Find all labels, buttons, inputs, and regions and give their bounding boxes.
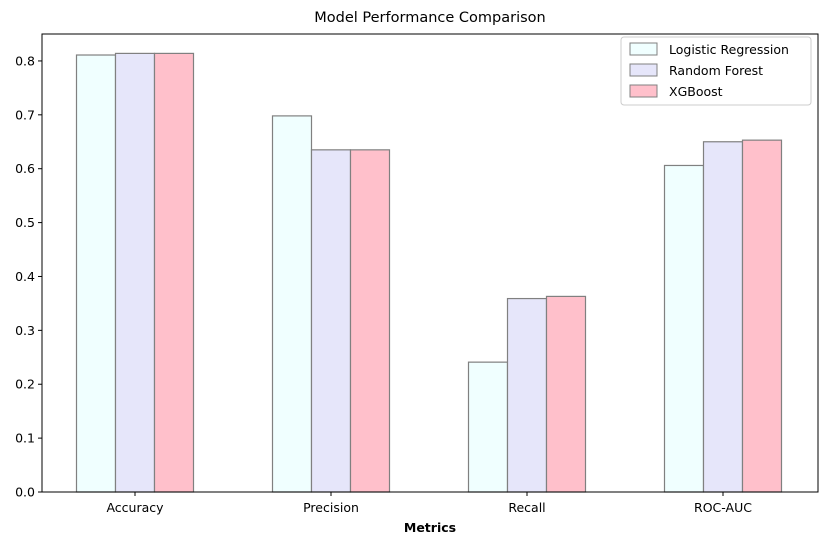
x-tick-label: Precision <box>303 500 359 515</box>
y-axis: 0.0 0.1 0.2 0.3 0.4 0.5 0.6 0.7 0.8 <box>15 53 42 500</box>
plot-frame <box>41 33 819 493</box>
legend-swatch <box>629 84 658 98</box>
x-axis-label: Metrics <box>404 520 456 535</box>
bar-roc-auc-xgboost <box>741 139 783 493</box>
bars-group <box>75 52 783 493</box>
y-tick-label: 0.7 <box>15 107 35 122</box>
chart-title: Model Performance Comparison <box>314 10 545 26</box>
bar-accuracy-logistic-regression <box>75 54 117 493</box>
y-tick-label: 0.0 <box>15 485 35 500</box>
bar-precision-xgboost <box>349 149 391 493</box>
bar-recall-logistic-regression <box>467 361 509 493</box>
y-tick-label: 0.1 <box>15 431 35 446</box>
y-tick-label: 0.8 <box>15 53 35 68</box>
legend-box <box>620 36 812 106</box>
legend: Logistic Regression Random Forest XGBoost <box>620 36 812 106</box>
x-tick-label: Recall <box>508 500 545 515</box>
x-axis: Accuracy Precision Recall ROC-AUC <box>106 492 752 515</box>
legend-label: XGBoost <box>669 84 723 99</box>
x-tick-label: Accuracy <box>106 500 164 515</box>
y-tick-label: 0.3 <box>15 323 35 338</box>
legend-swatch <box>629 42 658 56</box>
bar-recall-random-forest <box>506 297 548 493</box>
legend-label: Logistic Regression <box>669 42 789 57</box>
bar-precision-logistic-regression <box>271 115 313 493</box>
y-tick-label: 0.5 <box>15 215 35 230</box>
bar-accuracy-xgboost <box>153 52 195 493</box>
y-tick-label: 0.4 <box>15 269 35 284</box>
bar-roc-auc-logistic-regression <box>663 164 705 493</box>
legend-swatch <box>629 63 658 77</box>
bar-recall-xgboost <box>545 295 587 493</box>
y-tick-label: 0.6 <box>15 161 35 176</box>
x-tick-label: ROC-AUC <box>694 500 752 515</box>
bar-roc-auc-random-forest <box>702 141 744 493</box>
bar-precision-random-forest <box>310 149 352 493</box>
y-tick-label: 0.2 <box>15 377 35 392</box>
legend-label: Random Forest <box>669 63 763 78</box>
bar-accuracy-random-forest <box>114 52 156 493</box>
